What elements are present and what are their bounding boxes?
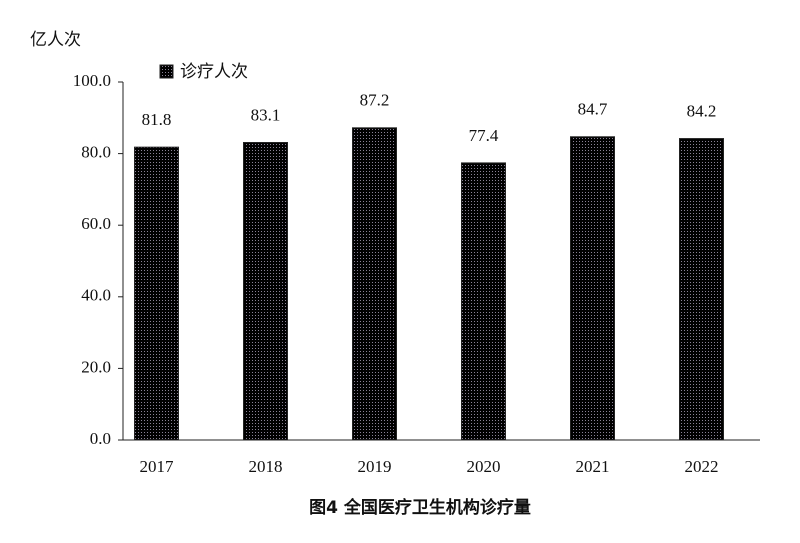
data-label: 77.4 (469, 126, 499, 145)
bar (352, 127, 397, 441)
y-tick-label: 80.0 (81, 143, 111, 162)
data-label: 84.2 (687, 101, 717, 120)
bar (243, 142, 288, 441)
y-tick-label: 60.0 (81, 214, 111, 233)
x-tick-label: 2022 (685, 457, 719, 476)
chart-title: 图4 全国医疗卫生机构诊疗量 (309, 497, 531, 518)
y-tick-label: 0.0 (90, 429, 111, 448)
bar (570, 136, 615, 441)
data-label: 83.1 (251, 105, 281, 124)
data-label: 87.2 (360, 91, 390, 110)
y-tick-label: 20.0 (81, 357, 111, 376)
bar (134, 146, 179, 441)
x-tick-label: 2017 (140, 457, 175, 476)
bar (461, 162, 506, 441)
y-axis-label: 亿人次 (30, 30, 81, 50)
bar (679, 138, 724, 441)
x-tick-label: 2021 (576, 457, 610, 476)
y-tick-label: 40.0 (81, 286, 111, 305)
legend-label: 诊疗人次 (180, 62, 248, 82)
x-tick-label: 2020 (467, 457, 501, 476)
x-tick-label: 2018 (249, 457, 283, 476)
y-tick-label: 100.0 (73, 71, 111, 90)
legend-swatch (159, 64, 174, 79)
data-label: 81.8 (142, 110, 172, 129)
x-tick-label: 2019 (358, 457, 392, 476)
data-label: 84.7 (578, 100, 608, 119)
